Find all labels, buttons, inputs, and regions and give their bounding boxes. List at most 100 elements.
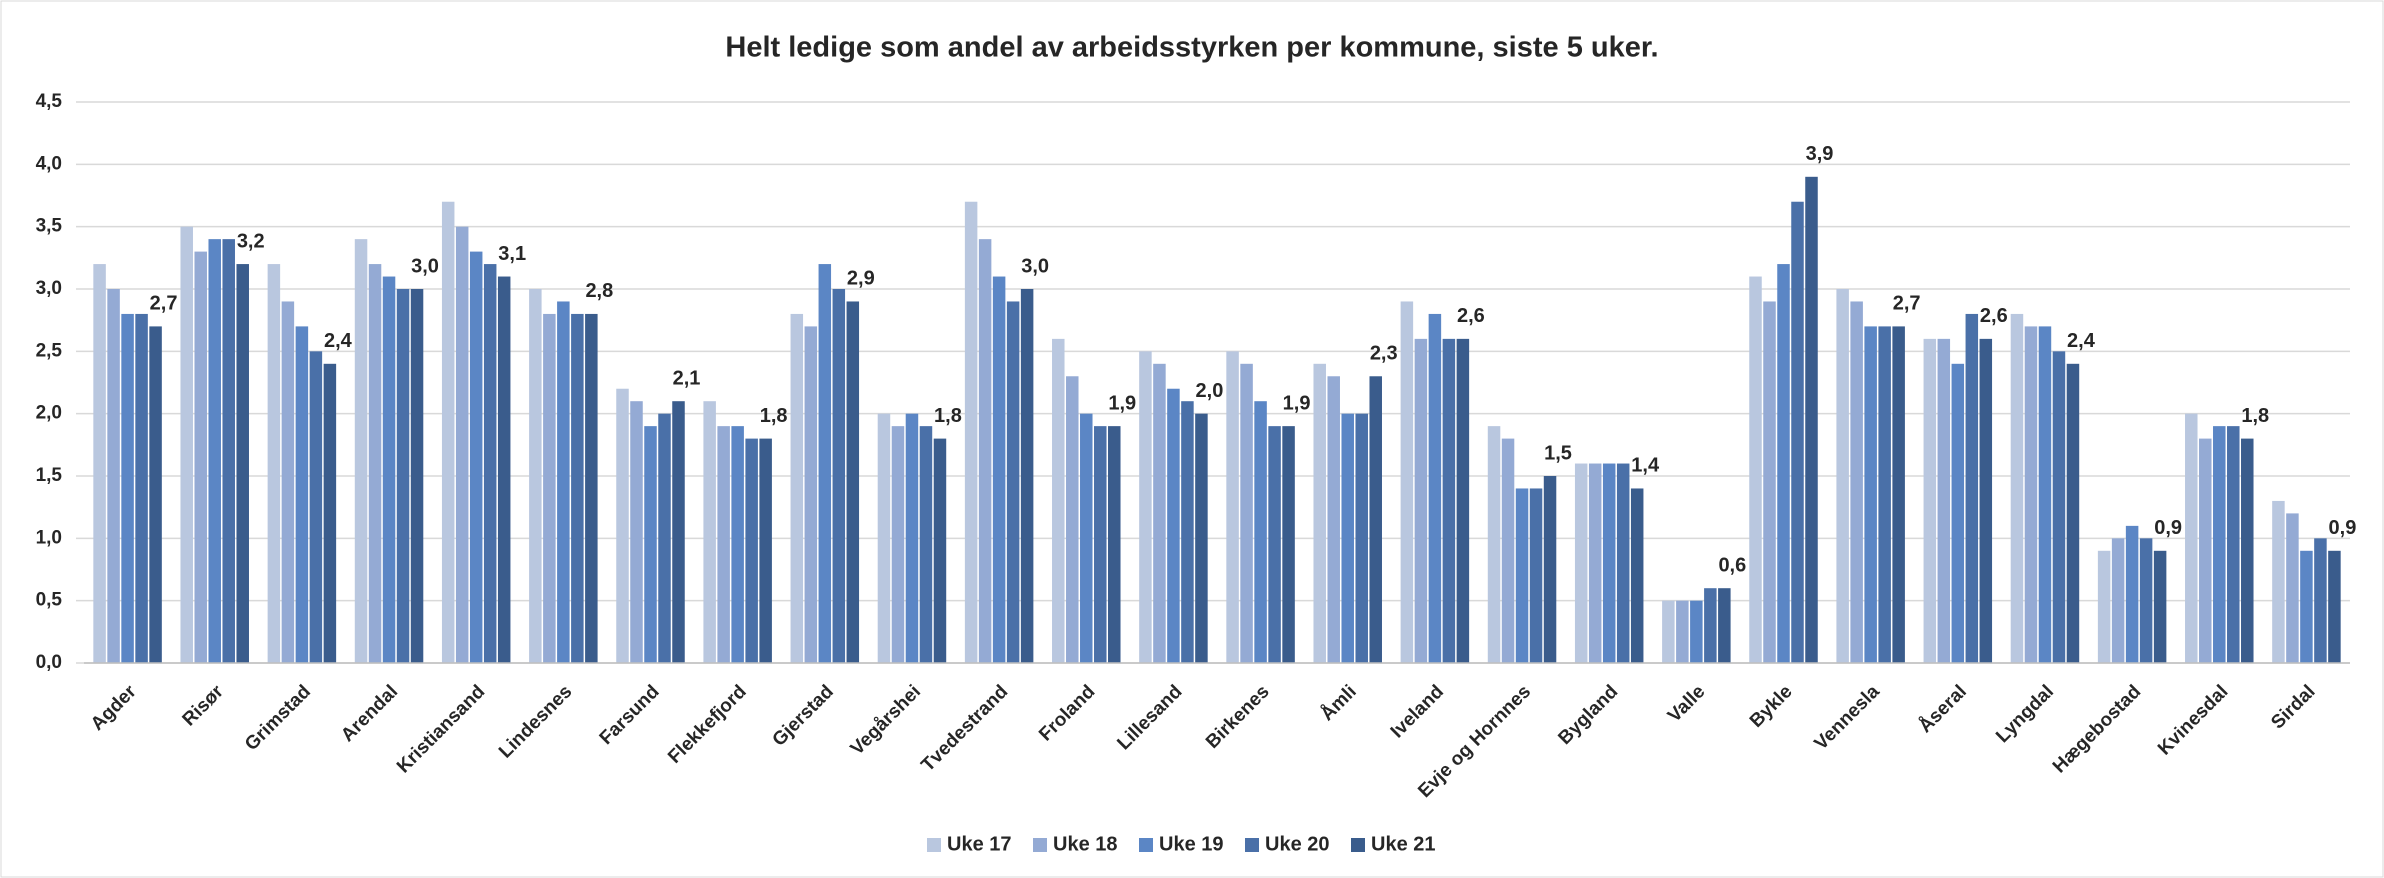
bar bbox=[1937, 338, 1951, 663]
bar bbox=[1515, 488, 1529, 663]
bar bbox=[2052, 351, 2066, 663]
bar bbox=[1167, 388, 1180, 663]
bar bbox=[1690, 600, 1703, 663]
bar bbox=[180, 226, 193, 663]
bar bbox=[1369, 376, 1382, 663]
bar bbox=[1588, 463, 1602, 663]
bar bbox=[644, 426, 657, 663]
bar bbox=[396, 289, 410, 663]
data-label: 2,1 bbox=[673, 367, 701, 389]
bar bbox=[992, 276, 1006, 663]
bar bbox=[121, 313, 134, 663]
data-label: 2,9 bbox=[847, 268, 875, 290]
data-label: 2,6 bbox=[1980, 305, 2008, 327]
bar bbox=[804, 326, 818, 663]
bar bbox=[1878, 326, 1891, 663]
data-label: 1,5 bbox=[1544, 442, 1572, 464]
bar bbox=[469, 251, 483, 663]
bar bbox=[543, 313, 556, 663]
bar bbox=[1923, 338, 1937, 663]
data-label: 2,4 bbox=[2067, 330, 2096, 352]
bar bbox=[281, 301, 295, 663]
bar bbox=[1195, 413, 1208, 663]
legend-label: Uke 21 bbox=[1371, 833, 1436, 855]
bar bbox=[1254, 401, 1267, 663]
bar bbox=[616, 388, 629, 663]
bar bbox=[1979, 338, 1993, 663]
bar bbox=[267, 264, 281, 663]
data-label: 0,9 bbox=[2329, 517, 2357, 539]
bar bbox=[1006, 301, 1020, 663]
bar bbox=[107, 289, 120, 663]
bar bbox=[222, 239, 235, 663]
bar bbox=[2272, 500, 2285, 663]
data-label: 0,6 bbox=[1718, 554, 1746, 576]
data-label: 1,9 bbox=[1108, 392, 1136, 414]
bar bbox=[1529, 488, 1543, 663]
bar bbox=[1108, 426, 1121, 663]
bar bbox=[2286, 513, 2299, 663]
bar bbox=[1850, 301, 1863, 663]
bar bbox=[2185, 413, 2198, 663]
data-label: 1,8 bbox=[760, 405, 788, 427]
bar bbox=[1456, 338, 1470, 663]
data-label: 2,7 bbox=[150, 293, 178, 315]
bar bbox=[1805, 176, 1818, 664]
bar bbox=[1052, 338, 1065, 663]
bar bbox=[1153, 363, 1166, 663]
bar bbox=[1226, 351, 1239, 663]
y-tick-label: 2,0 bbox=[36, 403, 62, 424]
legend-label: Uke 19 bbox=[1159, 833, 1224, 855]
bar bbox=[2066, 363, 2080, 663]
legend-swatch bbox=[1245, 838, 1259, 852]
y-tick-label: 4,0 bbox=[36, 153, 62, 174]
bar bbox=[1327, 376, 1340, 663]
data-label: 2,3 bbox=[1370, 343, 1398, 365]
bar bbox=[208, 239, 221, 663]
bar bbox=[818, 264, 832, 663]
bar bbox=[2139, 538, 2153, 663]
bar bbox=[2153, 550, 2167, 663]
y-tick-label: 3,5 bbox=[36, 216, 63, 237]
bar bbox=[1487, 426, 1501, 663]
bar bbox=[891, 426, 905, 663]
bar bbox=[2010, 313, 2024, 663]
y-tick-label: 0,0 bbox=[36, 652, 62, 673]
bar bbox=[2328, 550, 2341, 663]
bar bbox=[1501, 438, 1515, 663]
bar bbox=[1630, 488, 1644, 663]
y-tick-label: 1,0 bbox=[36, 527, 62, 548]
bar bbox=[1282, 426, 1295, 663]
y-tick-label: 2,5 bbox=[36, 340, 63, 361]
bar bbox=[2241, 438, 2254, 663]
bar bbox=[2199, 438, 2212, 663]
bar bbox=[585, 313, 598, 663]
bar bbox=[703, 401, 716, 663]
data-label: 2,7 bbox=[1893, 293, 1921, 315]
bar bbox=[919, 426, 933, 663]
data-label: 3,0 bbox=[1021, 255, 1049, 277]
bar bbox=[194, 251, 207, 663]
bar bbox=[2314, 538, 2327, 663]
bar bbox=[1139, 351, 1152, 663]
bar bbox=[1020, 289, 1034, 663]
bar bbox=[2097, 550, 2111, 663]
bar bbox=[1791, 201, 1804, 663]
bar bbox=[1414, 338, 1428, 663]
bar bbox=[964, 201, 978, 663]
bar bbox=[1662, 600, 1675, 663]
bar bbox=[2213, 426, 2226, 663]
bar bbox=[2111, 538, 2125, 663]
bar bbox=[529, 289, 542, 663]
legend-label: Uke 17 bbox=[947, 833, 1012, 855]
bar bbox=[410, 289, 424, 663]
y-tick-label: 4,5 bbox=[36, 91, 63, 112]
bar bbox=[1965, 313, 1979, 663]
y-tick-label: 0,5 bbox=[36, 590, 63, 611]
bar bbox=[2024, 326, 2038, 663]
y-tick-label: 1,5 bbox=[36, 465, 63, 486]
data-label: 2,8 bbox=[585, 280, 613, 302]
bar bbox=[1400, 301, 1414, 663]
